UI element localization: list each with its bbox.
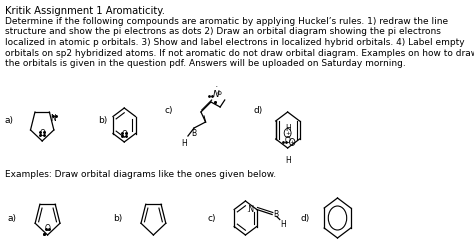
Text: b): b) — [98, 115, 108, 124]
Text: +: + — [285, 131, 290, 135]
Text: H: H — [182, 139, 187, 148]
Text: B: B — [191, 129, 197, 138]
Text: d): d) — [253, 106, 263, 114]
Text: N: N — [50, 114, 56, 123]
Text: c): c) — [165, 106, 173, 114]
Text: Examples: Draw orbital diagrams like the ones given below.: Examples: Draw orbital diagrams like the… — [5, 170, 276, 179]
Text: localized in atomic p orbitals. 3) Show and label electrons in localized hybrid : localized in atomic p orbitals. 3) Show … — [5, 38, 464, 47]
Text: b): b) — [113, 213, 123, 222]
Text: $\dot{N}$: $\dot{N}$ — [212, 86, 221, 100]
Text: d): d) — [301, 213, 310, 222]
Text: O: O — [39, 129, 45, 138]
Text: +: + — [290, 139, 295, 145]
Text: O: O — [285, 136, 291, 145]
Text: $\ominus$: $\ominus$ — [216, 89, 222, 97]
Text: Determine if the following compounds are aromatic by applying Huckel’s rules. 1): Determine if the following compounds are… — [5, 17, 448, 26]
Text: .N: .N — [246, 205, 255, 214]
Text: O: O — [45, 224, 51, 233]
Text: H: H — [285, 124, 291, 133]
Text: H: H — [280, 220, 285, 229]
Text: O: O — [121, 130, 127, 139]
Text: a): a) — [5, 115, 14, 124]
Text: H: H — [285, 156, 291, 165]
Text: a): a) — [8, 213, 17, 222]
Text: B: B — [273, 210, 279, 219]
Text: structure and show the pi electrons as dots 2) Draw an orbital diagram showing t: structure and show the pi electrons as d… — [5, 27, 440, 37]
Text: c): c) — [207, 213, 216, 222]
Text: the orbitals is given in the question pdf. Answers will be uploaded on Saturday : the orbitals is given in the question pd… — [5, 59, 405, 68]
Text: Kritik Assignment 1 Aromaticity.: Kritik Assignment 1 Aromaticity. — [5, 6, 164, 16]
Text: orbitals on sp2 hybridized atoms. If not aromatic do not draw orbital diagram. E: orbitals on sp2 hybridized atoms. If not… — [5, 49, 474, 58]
